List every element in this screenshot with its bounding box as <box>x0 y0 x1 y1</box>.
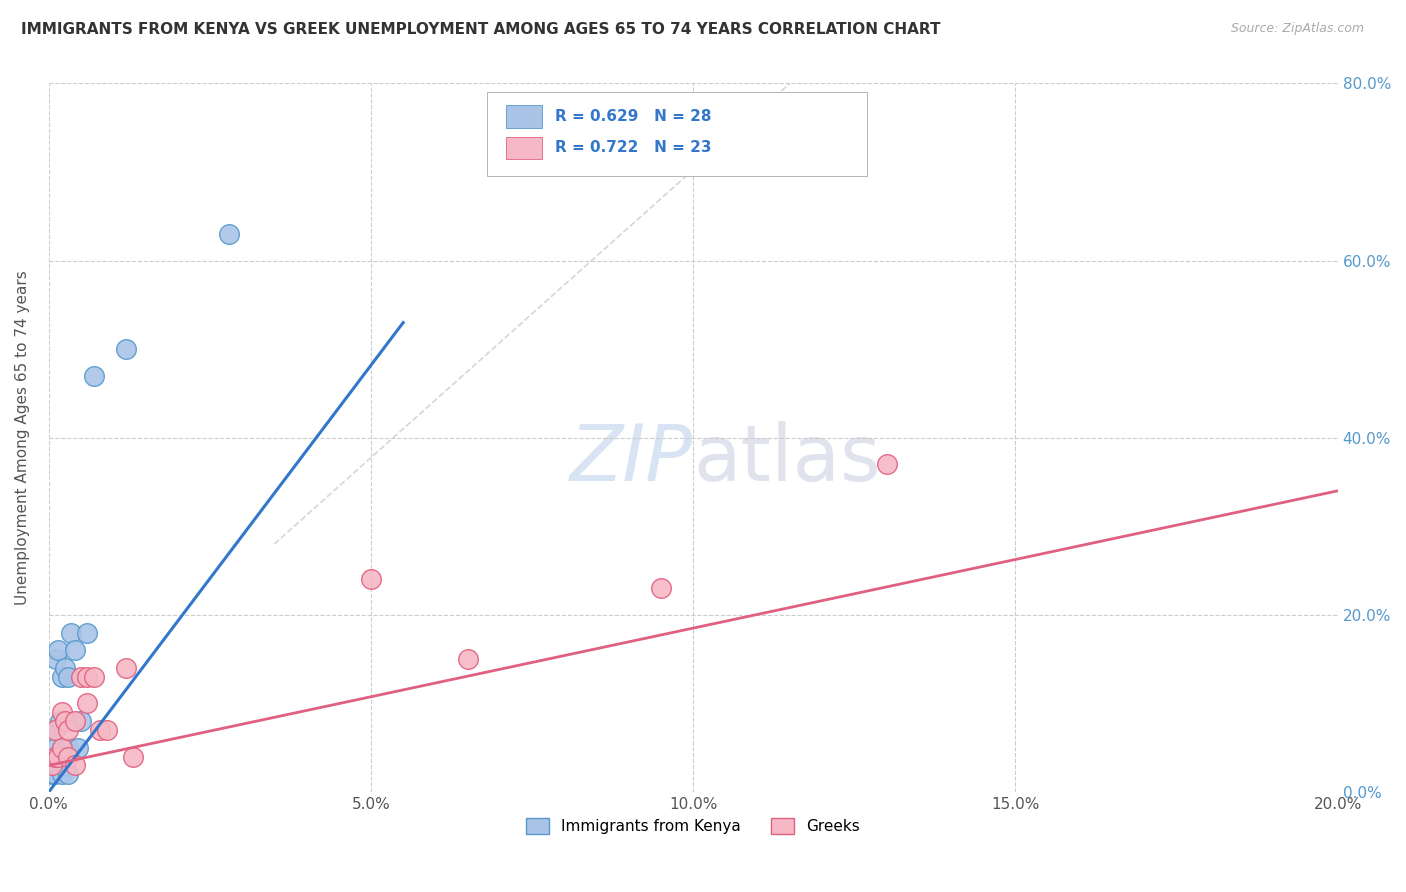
Point <box>42 758 65 772</box>
Point <box>66 740 89 755</box>
Point <box>76 697 98 711</box>
Point <box>121 749 143 764</box>
FancyBboxPatch shape <box>506 136 543 160</box>
Point <box>115 342 138 356</box>
Legend: Immigrants from Kenya, Greeks: Immigrants from Kenya, Greeks <box>526 818 860 834</box>
Point <box>457 652 479 666</box>
Point <box>76 625 98 640</box>
Point <box>76 670 98 684</box>
Point <box>44 767 66 781</box>
Point <box>360 573 382 587</box>
Point <box>51 705 73 719</box>
Point <box>83 670 105 684</box>
Point <box>63 643 86 657</box>
Point <box>56 723 79 737</box>
Point <box>48 749 70 764</box>
FancyBboxPatch shape <box>486 92 868 176</box>
Point <box>83 368 105 383</box>
Y-axis label: Unemployment Among Ages 65 to 74 years: Unemployment Among Ages 65 to 74 years <box>15 270 30 605</box>
Point <box>96 723 118 737</box>
Point <box>876 457 898 471</box>
Point <box>41 758 63 772</box>
Point <box>53 758 76 772</box>
Point <box>70 670 93 684</box>
Text: R = 0.629   N = 28: R = 0.629 N = 28 <box>555 109 711 124</box>
Point <box>44 740 66 755</box>
Point <box>53 661 76 675</box>
Point <box>49 714 72 728</box>
Point <box>115 661 138 675</box>
Point <box>56 767 79 781</box>
Text: ZIP: ZIP <box>571 421 693 497</box>
Point <box>218 227 240 241</box>
Point <box>650 581 672 595</box>
Point <box>51 767 73 781</box>
Point <box>52 749 75 764</box>
Point <box>45 652 67 666</box>
Point <box>56 670 79 684</box>
Point <box>51 670 73 684</box>
Point <box>44 723 66 737</box>
Point <box>41 749 63 764</box>
Point <box>56 749 79 764</box>
Point <box>44 749 66 764</box>
Point <box>70 714 93 728</box>
Point <box>63 758 86 772</box>
FancyBboxPatch shape <box>506 105 543 128</box>
Point <box>63 714 86 728</box>
Point <box>53 714 76 728</box>
Text: R = 0.722   N = 23: R = 0.722 N = 23 <box>555 140 711 155</box>
Text: atlas: atlas <box>693 421 880 497</box>
Point <box>41 767 63 781</box>
Point <box>89 723 111 737</box>
Point <box>44 723 66 737</box>
Point <box>51 740 73 755</box>
Point <box>51 749 73 764</box>
Point <box>45 758 67 772</box>
Point <box>48 758 70 772</box>
Point <box>60 625 83 640</box>
Point <box>56 740 79 755</box>
Point <box>48 643 70 657</box>
Text: Source: ZipAtlas.com: Source: ZipAtlas.com <box>1230 22 1364 36</box>
Text: IMMIGRANTS FROM KENYA VS GREEK UNEMPLOYMENT AMONG AGES 65 TO 74 YEARS CORRELATIO: IMMIGRANTS FROM KENYA VS GREEK UNEMPLOYM… <box>21 22 941 37</box>
